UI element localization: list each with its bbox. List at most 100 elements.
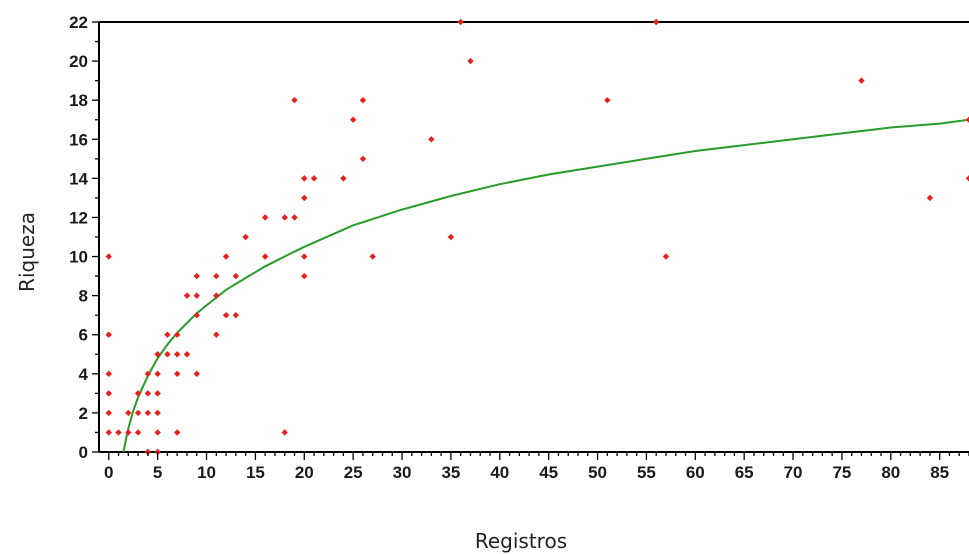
y-tick-label: 14	[69, 169, 88, 188]
data-point	[291, 96, 298, 104]
data-point	[213, 272, 220, 280]
data-point	[125, 409, 132, 417]
data-point	[965, 175, 969, 182]
x-tick-label: 45	[539, 463, 558, 482]
data-point	[301, 272, 308, 280]
data-point	[301, 194, 308, 202]
x-tick-label: 65	[735, 463, 754, 482]
data-point	[310, 175, 318, 182]
data-point	[232, 272, 240, 280]
data-point	[134, 409, 142, 417]
data-point	[183, 351, 191, 358]
x-tick-label: 40	[490, 463, 509, 482]
data-point	[369, 253, 376, 260]
data-point	[447, 233, 455, 241]
data-point	[340, 175, 347, 182]
data-point	[105, 253, 112, 260]
data-point	[174, 331, 181, 338]
fit-curve	[122, 118, 969, 453]
data-point	[301, 253, 308, 260]
x-tick-label: 85	[930, 463, 949, 482]
data-point	[858, 77, 865, 84]
data-point	[281, 429, 288, 436]
x-tick-label: 0	[104, 463, 113, 482]
data-point	[301, 175, 308, 182]
data-point	[242, 233, 249, 241]
data-point	[359, 96, 367, 104]
data-point	[193, 292, 200, 299]
data-point	[652, 18, 660, 26]
y-tick-label: 12	[69, 208, 88, 227]
data-point	[154, 390, 161, 397]
data-point	[174, 429, 181, 436]
y-tick-label: 6	[79, 326, 88, 345]
data-point	[193, 272, 200, 280]
data-point	[662, 253, 670, 260]
data-point	[144, 409, 152, 417]
data-point	[467, 57, 474, 65]
data-point	[105, 409, 112, 417]
data-point	[965, 116, 969, 123]
data-point	[349, 116, 357, 123]
y-tick-label: 0	[79, 443, 88, 462]
data-point	[174, 370, 181, 378]
y-tick-label: 20	[69, 52, 88, 71]
data-point	[222, 311, 230, 319]
x-tick-label: 15	[246, 463, 265, 482]
y-tick-label: 2	[79, 404, 88, 423]
y-tick-label: 8	[79, 287, 88, 306]
data-point	[154, 429, 161, 436]
data-point	[144, 390, 152, 397]
x-tick-label: 35	[441, 463, 460, 482]
data-point	[164, 351, 171, 358]
data-point	[926, 194, 934, 202]
y-tick-label: 10	[69, 248, 88, 267]
x-tick-label: 70	[784, 463, 803, 482]
data-point	[222, 253, 230, 260]
data-point	[164, 331, 171, 338]
x-tick-label: 50	[588, 463, 607, 482]
data-point	[193, 370, 200, 378]
data-point	[291, 214, 298, 221]
data-point	[174, 351, 181, 358]
y-tick-label: 18	[69, 91, 88, 110]
data-point	[105, 370, 112, 378]
data-point	[154, 351, 161, 358]
data-point	[183, 292, 191, 299]
data-point	[105, 429, 112, 436]
data-point	[144, 370, 152, 378]
data-point	[213, 331, 220, 338]
data-point	[115, 429, 122, 436]
data-point	[281, 214, 288, 221]
data-point	[457, 18, 464, 26]
data-point	[134, 390, 142, 397]
y-tick-label: 22	[69, 13, 88, 32]
data-point	[154, 370, 161, 378]
data-point	[232, 311, 240, 319]
x-tick-label: 10	[197, 463, 216, 482]
y-tick-label: 16	[69, 130, 88, 149]
y-axis-title: Riqueza	[15, 212, 39, 292]
data-point	[359, 155, 367, 163]
data-point	[428, 136, 435, 143]
x-tick-label: 20	[295, 463, 314, 482]
data-point	[105, 390, 112, 397]
data-point	[213, 292, 220, 299]
x-tick-label: 5	[153, 463, 162, 482]
data-point	[134, 429, 142, 436]
x-axis-title: Registros	[475, 529, 567, 553]
y-tick-label: 4	[79, 365, 89, 384]
x-tick-label: 55	[637, 463, 656, 482]
x-tick-label: 25	[344, 463, 363, 482]
data-point	[193, 311, 200, 319]
data-point	[125, 429, 132, 436]
x-tick-label: 60	[686, 463, 705, 482]
x-tick-label: 30	[393, 463, 412, 482]
data-point	[261, 253, 269, 260]
data-point	[261, 214, 269, 221]
data-point	[154, 409, 161, 417]
data-point	[604, 96, 611, 104]
x-tick-label: 80	[881, 463, 900, 482]
x-tick-label: 75	[832, 463, 851, 482]
